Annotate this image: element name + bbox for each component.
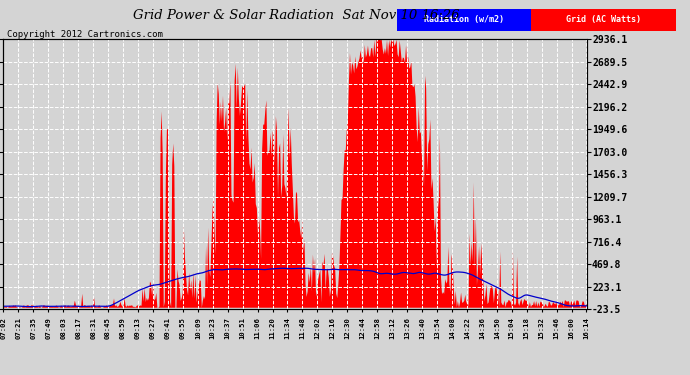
Text: Grid Power & Solar Radiation  Sat Nov 10 16:26: Grid Power & Solar Radiation Sat Nov 10 … <box>133 9 460 22</box>
Text: Copyright 2012 Cartronics.com: Copyright 2012 Cartronics.com <box>7 30 163 39</box>
Text: Radiation (w/m2): Radiation (w/m2) <box>424 15 504 24</box>
Bar <box>397 9 531 31</box>
Text: Grid (AC Watts): Grid (AC Watts) <box>566 15 641 24</box>
Bar <box>531 9 676 31</box>
